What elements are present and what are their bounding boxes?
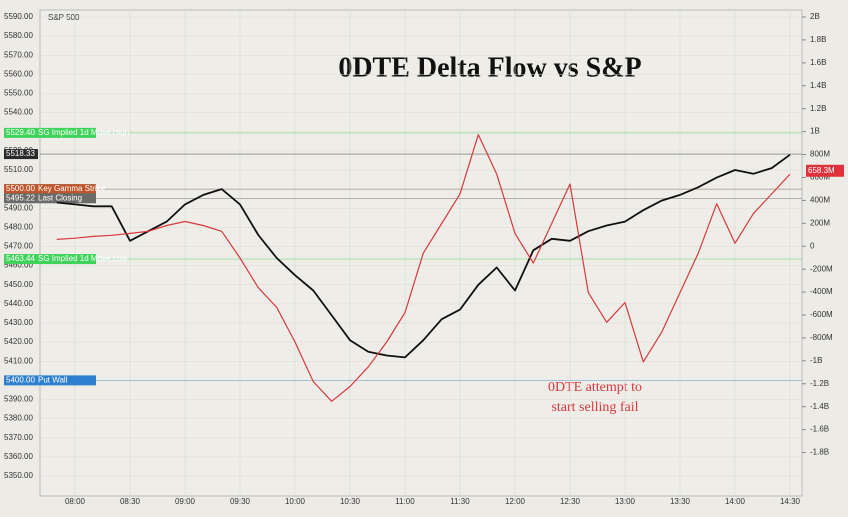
x-tick-label: 13:00 bbox=[615, 497, 636, 506]
y2-tick-label: -400M bbox=[810, 287, 833, 296]
last-value-tag bbox=[806, 164, 844, 177]
annotation: 0DTE attempt to bbox=[548, 380, 642, 395]
y2-tick-label: 600M bbox=[810, 173, 830, 182]
y-tick-label: 5440.00 bbox=[4, 299, 33, 308]
y-tick-label: 5350.00 bbox=[4, 471, 33, 480]
level-value: 5500.00 bbox=[6, 184, 35, 193]
annotation: start selling fail bbox=[551, 400, 638, 415]
y2-tick-label: 400M bbox=[810, 195, 830, 204]
y-tick-label: 5560.00 bbox=[4, 69, 33, 78]
x-tick-label: 11:30 bbox=[450, 497, 470, 506]
x-tick-label: 09:00 bbox=[175, 497, 196, 506]
y-tick-label: 5370.00 bbox=[4, 433, 33, 442]
y2-tick-label: -1.8B bbox=[810, 448, 829, 457]
y2-tick-label: 1.6B bbox=[810, 58, 826, 67]
series-line bbox=[56, 134, 791, 402]
legend-entry: S&P 500 bbox=[48, 13, 80, 22]
level-name: Put Wall bbox=[38, 375, 68, 384]
y2-tick-label: 1B bbox=[810, 127, 820, 136]
y-tick-label: 5460.00 bbox=[4, 261, 33, 270]
x-tick-label: 08:00 bbox=[65, 497, 86, 506]
y-tick-label: 5570.00 bbox=[4, 50, 33, 59]
level-name: Key Gamma Strike bbox=[38, 184, 106, 193]
y2-tick-label: -1.2B bbox=[810, 379, 829, 388]
y2-tick-label: 2B bbox=[810, 12, 820, 21]
level-tag bbox=[4, 254, 96, 265]
x-tick-label: 11:00 bbox=[395, 497, 415, 506]
level-tag bbox=[4, 375, 96, 386]
y-tick-label: 5450.00 bbox=[4, 280, 33, 289]
y-tick-label: 5540.00 bbox=[4, 108, 33, 117]
y2-tick-label: 1.4B bbox=[810, 81, 826, 90]
y2-tick-label: 800M bbox=[810, 150, 830, 159]
y-tick-label: 5580.00 bbox=[4, 31, 33, 40]
y-tick-label: 5590.00 bbox=[4, 12, 33, 21]
level-value: 5518.33 bbox=[6, 149, 35, 158]
series-line bbox=[56, 153, 791, 359]
level-name: Last Closing bbox=[38, 193, 82, 202]
y-tick-label: 5550.00 bbox=[4, 89, 33, 98]
y-tick-label: 5420.00 bbox=[4, 337, 33, 346]
y-tick-label: 5490.00 bbox=[4, 203, 33, 212]
level-value: 5463.44 bbox=[6, 254, 35, 263]
y2-tick-label: -1.4B bbox=[810, 402, 829, 411]
level-tag bbox=[4, 127, 96, 138]
level-name: SG Implied 1d Move High bbox=[38, 128, 129, 137]
x-tick-label: 10:00 bbox=[285, 497, 306, 506]
level-name: SG Implied 1d Move Low bbox=[38, 254, 128, 263]
y-tick-label: 5510.00 bbox=[4, 165, 33, 174]
level-tag bbox=[4, 149, 38, 160]
x-tick-label: 10:30 bbox=[340, 497, 361, 506]
y2-tick-label: 1.8B bbox=[810, 35, 826, 44]
level-value: 5529.40 bbox=[6, 128, 35, 137]
y-tick-label: 5390.00 bbox=[4, 395, 33, 404]
y-tick-label: 5470.00 bbox=[4, 242, 33, 251]
y2-tick-label: -1B bbox=[810, 356, 822, 365]
x-tick-label: 09:30 bbox=[230, 497, 251, 506]
y-tick-label: 5430.00 bbox=[4, 318, 33, 327]
level-tag bbox=[4, 193, 96, 204]
chart-title: 0DTE Delta Flow vs S&P bbox=[338, 52, 641, 83]
x-tick-label: 12:30 bbox=[560, 497, 581, 506]
x-tick-label: 14:00 bbox=[725, 497, 746, 506]
y2-tick-label: -800M bbox=[810, 333, 833, 342]
y2-tick-label: -600M bbox=[810, 310, 833, 319]
y2-tick-label: 200M bbox=[810, 218, 830, 227]
y-tick-label: 5360.00 bbox=[4, 452, 33, 461]
y2-tick-label: -1.6B bbox=[810, 425, 829, 434]
x-tick-label: 12:00 bbox=[505, 497, 526, 506]
y-tick-label: 5480.00 bbox=[4, 222, 33, 231]
x-tick-label: 14:30 bbox=[780, 497, 801, 506]
last-value-label: 658.3M bbox=[808, 166, 835, 175]
y-tick-label: 5380.00 bbox=[4, 414, 33, 423]
y2-tick-label: 0 bbox=[810, 241, 815, 250]
y2-tick-label: -200M bbox=[810, 264, 833, 273]
y2-tick-label: 1.2B bbox=[810, 104, 826, 113]
level-value: 5400.00 bbox=[6, 375, 35, 384]
level-tag bbox=[4, 184, 96, 195]
x-tick-label: 08:30 bbox=[120, 497, 141, 506]
y-tick-label: 5410.00 bbox=[4, 356, 33, 365]
plot-area bbox=[39, 9, 803, 497]
x-tick-label: 13:30 bbox=[670, 497, 691, 506]
level-value: 5495.22 bbox=[6, 193, 35, 202]
